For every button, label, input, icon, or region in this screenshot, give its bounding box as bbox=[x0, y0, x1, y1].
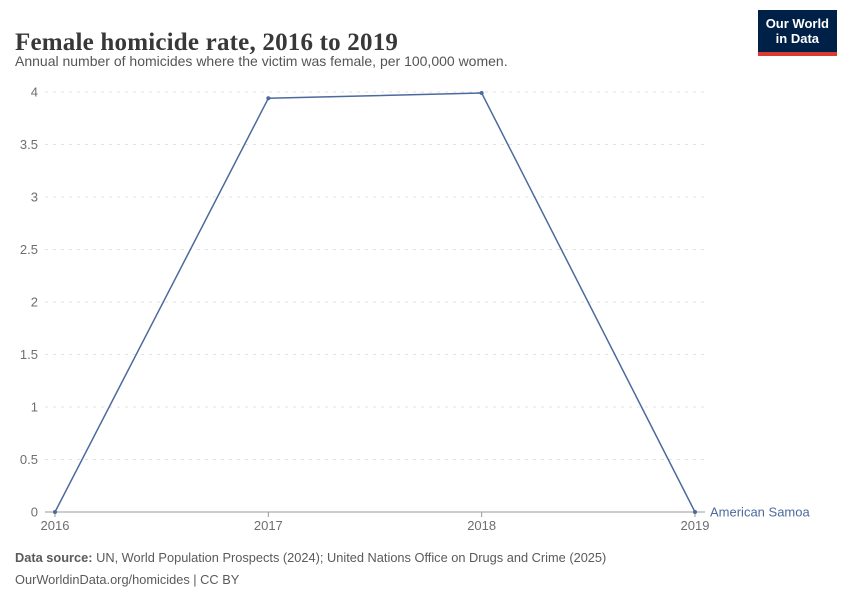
owid-logo[interactable]: Our World in Data bbox=[757, 10, 837, 56]
y-axis-label: 1 bbox=[31, 400, 38, 415]
y-axis-label: 1.5 bbox=[20, 347, 38, 362]
owid-logo-line2: in Data bbox=[775, 31, 820, 47]
x-axis-label: 2019 bbox=[681, 518, 710, 533]
series-line bbox=[54, 92, 696, 513]
y-axis-label: 2 bbox=[31, 295, 38, 310]
data-point bbox=[479, 91, 484, 96]
y-axis-label: 4 bbox=[31, 85, 38, 100]
x-axis-label: 2017 bbox=[254, 518, 283, 533]
y-axis-label: 0.5 bbox=[20, 452, 38, 467]
y-axis-label: 2.5 bbox=[20, 242, 38, 257]
page-title: Female homicide rate, 2016 to 2019 bbox=[15, 28, 399, 56]
y-axis-label: 3 bbox=[31, 190, 38, 205]
data-point bbox=[266, 96, 271, 101]
license-link[interactable]: OurWorldinData.org/homicides | CC BY bbox=[15, 571, 240, 587]
chart-subtitle: Annual number of homicides where the vic… bbox=[15, 53, 508, 69]
entity-label: American Samoa bbox=[710, 505, 810, 520]
y-axis-label: 3.5 bbox=[20, 137, 38, 152]
data-point bbox=[693, 510, 697, 514]
owid-logo-line1: Our World bbox=[765, 16, 829, 31]
y-axis-label: 0 bbox=[31, 505, 38, 520]
data-source-text: UN, World Population Prospects (2024); U… bbox=[92, 550, 607, 565]
x-axis-label: 2016 bbox=[41, 518, 70, 533]
data-source-label: Data source: bbox=[15, 550, 93, 565]
chart-footer: Data source: UN, World Population Prospe… bbox=[15, 547, 606, 591]
x-axis-label: 2018 bbox=[467, 518, 496, 533]
data-point bbox=[53, 510, 57, 514]
